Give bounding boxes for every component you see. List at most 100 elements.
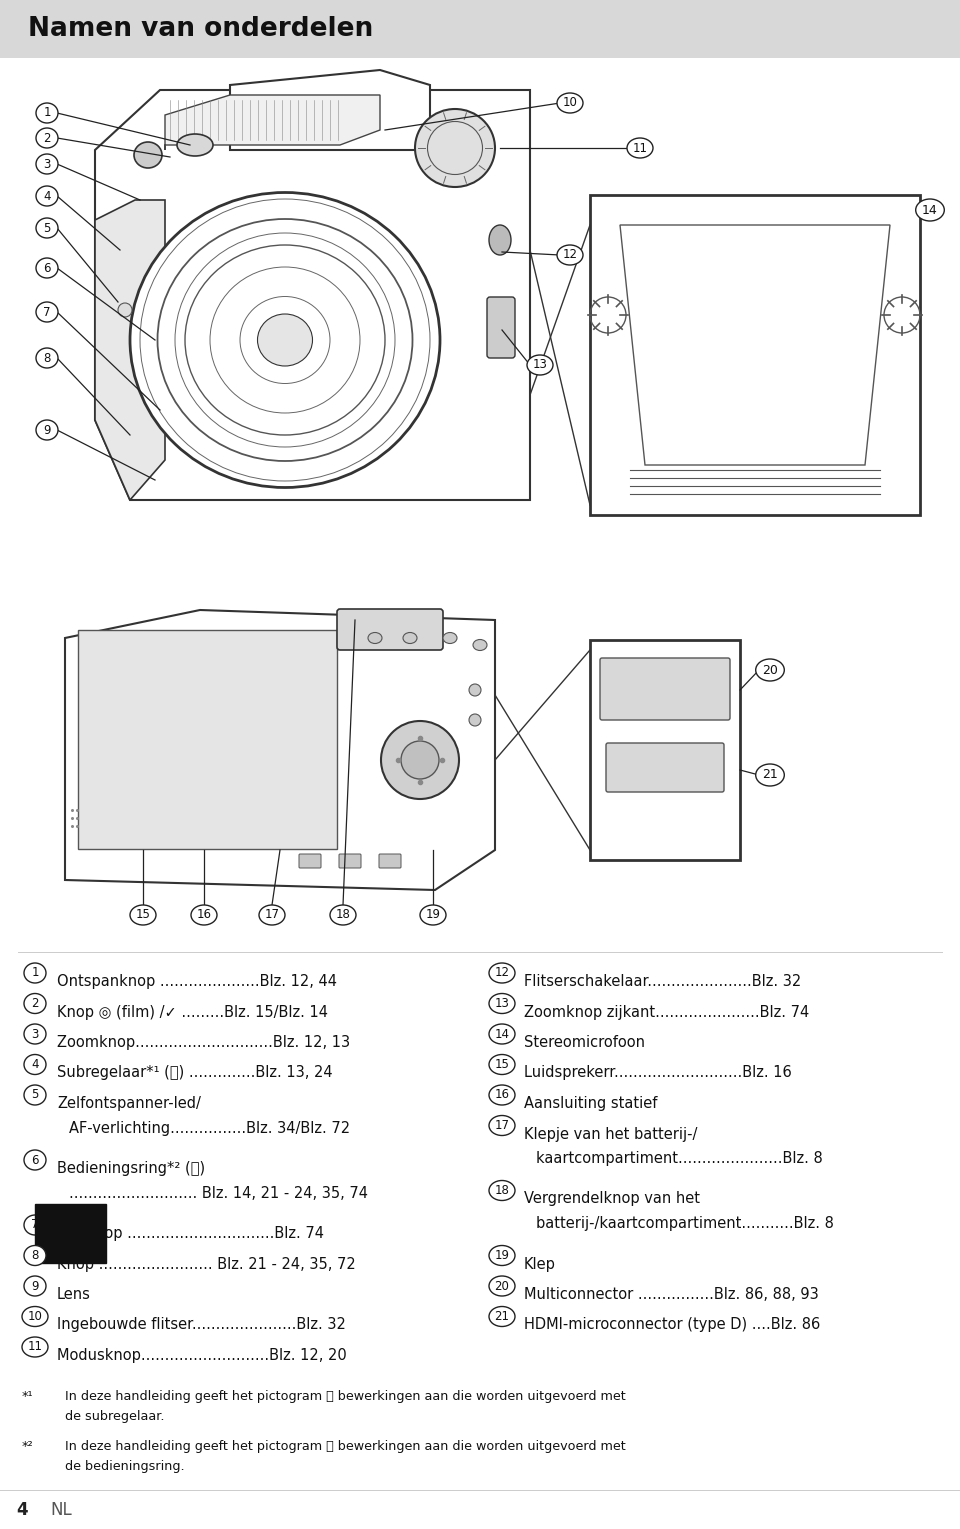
Ellipse shape [368,633,382,644]
FancyBboxPatch shape [78,630,337,849]
Text: Subregelaar*¹ (Ⓢ) ..............Blz. 13, 24: Subregelaar*¹ (Ⓢ) ..............Blz. 13,… [57,1066,332,1081]
Text: 3: 3 [32,1027,38,1041]
Text: Namen van onderdelen: Namen van onderdelen [28,15,373,41]
Ellipse shape [36,258,58,278]
Ellipse shape [756,764,784,786]
Ellipse shape [489,1180,515,1200]
Text: kaartcompartiment......................Blz. 8: kaartcompartiment......................B… [536,1151,823,1167]
Text: AF-verlichting................Blz. 34/Blz. 72: AF-verlichting................Blz. 34/Bl… [69,1121,350,1136]
FancyBboxPatch shape [600,657,730,720]
Text: Fn2: Fn2 [57,1226,84,1242]
Text: 21: 21 [762,769,778,781]
Text: Flitserschakelaar......................Blz. 32: Flitserschakelaar......................B… [524,974,802,989]
Text: 18: 18 [336,908,350,922]
Ellipse shape [36,128,58,148]
Ellipse shape [130,193,440,488]
Text: de bedieningsring.: de bedieningsring. [65,1460,184,1472]
Ellipse shape [134,142,162,168]
Text: 7: 7 [32,1219,38,1231]
Ellipse shape [489,1055,515,1075]
Text: Klepje van het batterij-/: Klepje van het batterij-/ [524,1127,697,1142]
Ellipse shape [22,1306,48,1327]
Polygon shape [65,610,495,890]
Bar [0,579,960,936]
Ellipse shape [420,905,446,925]
Text: 21: 21 [494,1310,510,1323]
Text: Zoomknop.............................Blz. 12, 13: Zoomknop.............................Blz… [57,1035,350,1050]
Ellipse shape [24,1277,46,1297]
Ellipse shape [489,1306,515,1327]
Text: Stereomicrofoon: Stereomicrofoon [524,1035,645,1050]
Ellipse shape [24,1024,46,1044]
Ellipse shape [24,1216,46,1235]
FancyBboxPatch shape [0,0,960,58]
Ellipse shape [36,349,58,368]
Ellipse shape [24,1246,46,1266]
Text: NL: NL [50,1501,72,1518]
Ellipse shape [627,138,653,157]
Ellipse shape [489,963,515,983]
Text: 14: 14 [923,203,938,217]
Text: 5: 5 [43,222,51,234]
Text: Lens: Lens [57,1287,91,1303]
Text: 3: 3 [43,157,51,171]
Ellipse shape [489,1024,515,1044]
Text: 4: 4 [16,1501,28,1518]
Polygon shape [230,70,430,150]
Ellipse shape [489,994,515,1014]
Text: 9: 9 [43,424,51,436]
Text: 17: 17 [265,908,279,922]
Text: Zelfontspanner-led/: Zelfontspanner-led/ [57,1096,201,1112]
Text: 8: 8 [32,1249,38,1261]
Text: Zoomknop zijkant......................Blz. 74: Zoomknop zijkant......................Bl… [524,1005,809,1020]
Ellipse shape [36,154,58,174]
Text: 12: 12 [563,249,578,261]
Text: 1: 1 [32,966,38,980]
Ellipse shape [489,1246,515,1266]
Ellipse shape [36,187,58,206]
Text: -knop ...............................Blz. 74: -knop ...............................Blz… [81,1226,324,1242]
Text: Knop ◎ (film) /✓ .........Blz. 15/Blz. 14: Knop ◎ (film) /✓ .........Blz. 15/Blz. 1… [57,1005,328,1020]
Ellipse shape [403,633,417,644]
Text: Modusknop...........................Blz. 12, 20: Modusknop...........................Blz.… [57,1349,347,1362]
Ellipse shape [557,93,583,113]
Text: 13: 13 [533,358,547,372]
FancyBboxPatch shape [590,196,920,515]
FancyBboxPatch shape [487,297,515,358]
Text: 16: 16 [494,1089,510,1101]
Ellipse shape [489,225,511,255]
Ellipse shape [36,219,58,239]
Ellipse shape [557,245,583,265]
Text: Knop ........................ Blz. 21 - 24, 35, 72: Knop ........................ Blz. 21 - … [57,1257,356,1272]
Text: 9: 9 [32,1280,38,1292]
Ellipse shape [330,905,356,925]
Ellipse shape [24,1086,46,1105]
Ellipse shape [259,905,285,925]
Ellipse shape [916,199,945,222]
Text: Bedieningsring*² (Ⓢ): Bedieningsring*² (Ⓢ) [57,1161,205,1176]
Text: 18: 18 [494,1183,510,1197]
Ellipse shape [177,135,213,156]
Ellipse shape [191,905,217,925]
Text: 20: 20 [494,1280,510,1292]
FancyBboxPatch shape [606,743,724,792]
Text: 19: 19 [425,908,441,922]
Text: 2: 2 [32,997,38,1011]
FancyBboxPatch shape [379,855,401,868]
Ellipse shape [489,1116,515,1136]
Text: 19: 19 [494,1249,510,1261]
Text: 6: 6 [32,1153,38,1167]
Text: 1: 1 [43,107,51,119]
Text: 8: 8 [43,352,51,364]
Ellipse shape [469,683,481,696]
Polygon shape [620,225,890,465]
Text: 20: 20 [762,664,778,676]
Text: 12: 12 [494,966,510,980]
Text: 2: 2 [43,131,51,145]
Text: batterij-/kaartcompartiment...........Blz. 8: batterij-/kaartcompartiment...........Bl… [536,1216,834,1231]
Text: 4: 4 [32,1058,38,1070]
Polygon shape [95,90,530,500]
Text: 15: 15 [494,1058,510,1070]
Text: 4: 4 [43,190,51,202]
Ellipse shape [756,659,784,680]
